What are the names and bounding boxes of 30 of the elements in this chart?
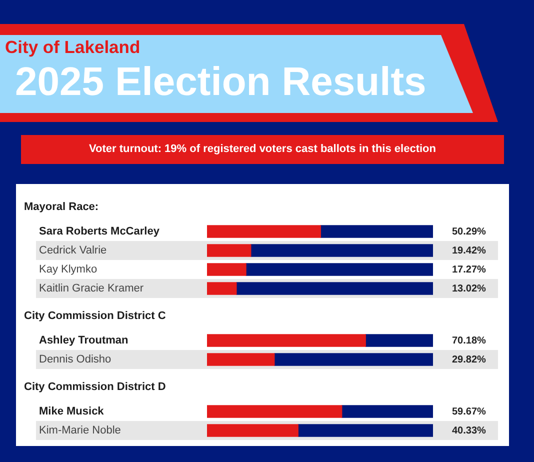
text: City Commission District D [24,380,166,394]
text: City of Lakeland [5,37,140,57]
data-label: 50.29% [452,226,486,238]
bar [250,244,433,257]
bar [207,225,321,238]
data-label: 40.33% [452,425,486,436]
y-tick-label: Kim-Marie Noble [39,424,121,437]
bar [207,244,252,257]
text: Voter turnout: 19% of registered voters cast ballots in this election [89,142,436,156]
bar [207,282,237,295]
bar [246,263,433,276]
y-tick-label: Mike Musick [39,406,105,418]
data-label: 29.82% [452,354,486,366]
data-label: 17.27% [452,264,486,276]
data-label: 19.42% [452,245,486,256]
bar [236,282,433,295]
y-tick-label: Cedrick Valrie [39,244,107,257]
text: City Commission District C [24,309,166,323]
y-tick-label: Kaitlin Gracie Kramer [39,282,144,295]
bar [320,225,433,238]
y-tick-label: Sara Roberts McCarley [39,226,160,238]
y-tick-label: Ashley Troutman [39,334,129,347]
data-label: 70.18% [452,335,486,346]
y-tick-label: Dennis Odisho [39,354,112,366]
text: 2025 Election Results [15,60,426,104]
y-tick-label: Kay Klymko [39,264,98,276]
data-label: 59.67% [452,406,486,418]
data-label: 13.02% [452,283,486,294]
text: Mayoral Race: [24,200,99,214]
bar [207,263,246,276]
